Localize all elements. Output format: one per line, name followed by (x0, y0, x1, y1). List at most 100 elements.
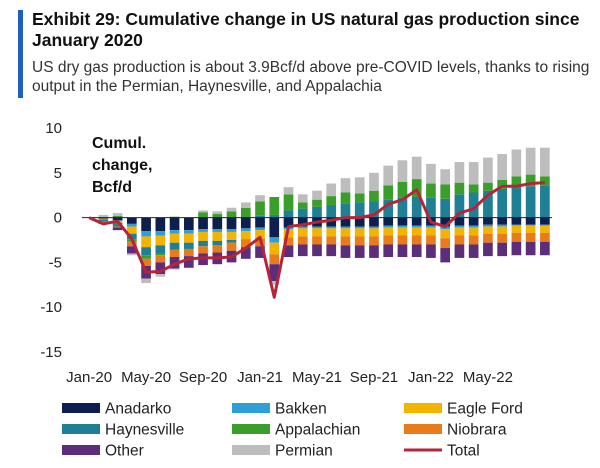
bar-segment-permian (340, 178, 351, 193)
bar-segment-bakken (326, 226, 337, 229)
bar-segment-eagle-ford (155, 235, 166, 246)
bar-segment-other (326, 244, 337, 257)
bar-segment-anadarko (112, 217, 123, 221)
bar-segment-bakken (169, 230, 180, 234)
bar-segment-haynesville (354, 202, 365, 218)
legend-label: Anadarko (105, 401, 171, 418)
legend-label: Niobrara (447, 422, 507, 439)
y-tick-label: 10 (45, 120, 62, 137)
bar-segment-permian (540, 147, 550, 177)
bar-segment-niobrara (340, 236, 351, 246)
bar-segment-niobrara (297, 236, 308, 245)
bar-segment-haynesville (283, 210, 294, 218)
bar-segment-permian (525, 147, 536, 175)
bar-segment-bakken (312, 226, 322, 229)
legend-item-total: Total (404, 443, 480, 460)
bar-segment-other (269, 264, 280, 282)
bar-segment-niobrara (283, 237, 294, 246)
bar-segment-permian (169, 268, 180, 270)
bar-segment-bakken (483, 224, 493, 227)
bar-segment-other (340, 245, 351, 258)
bar-segment-other (240, 247, 251, 259)
bar-segment-eagle-ford (440, 229, 451, 239)
bar-segment-other (127, 246, 137, 254)
bar-segment-niobrara (483, 233, 493, 243)
bar-segment-anadarko (141, 217, 151, 232)
bar-segment-bakken (198, 229, 208, 232)
y-tick-label: 5 (54, 165, 62, 182)
bar-segment-niobrara (468, 235, 479, 245)
bar-segment-other (312, 244, 322, 257)
legend-swatch (62, 424, 100, 434)
bar-segment-appalachian (340, 192, 351, 204)
bar-segment-bakken (354, 226, 365, 229)
bar-segment-anadarko (440, 217, 451, 227)
bar-segment-bakken (183, 230, 194, 234)
legend-swatch (404, 403, 442, 413)
bar-segment-other (354, 245, 365, 258)
bar-segment-haynesville (212, 240, 223, 246)
legend-item-appalachian: Appalachian (232, 422, 360, 439)
bar-segment-anadarko (212, 217, 223, 230)
bar-segment-appalachian (297, 202, 308, 209)
bar-segment-haynesville (426, 197, 436, 218)
y-tick-label: 0 (54, 210, 62, 227)
bar-segment-haynesville (397, 197, 408, 218)
bar-segment-bakken (269, 237, 280, 243)
bar-segment-anadarko (283, 217, 294, 228)
bar-segment-niobrara (440, 238, 451, 249)
bar-segment-other (255, 246, 265, 258)
bar-segment-appalachian (312, 199, 322, 207)
bar-segment-appalachian (354, 193, 365, 203)
legend-item-eagle-ford: Eagle Ford (404, 401, 523, 418)
title-accent-bar (18, 10, 23, 98)
bar-segment-bakken (454, 225, 465, 228)
bar-segment-niobrara (525, 232, 536, 242)
bar-segment-other (383, 244, 394, 258)
bar-segment-permian (269, 281, 280, 285)
bar-segment-other (525, 241, 536, 256)
bar-segment-appalachian (269, 196, 280, 215)
bar-segment-eagle-ford (525, 225, 536, 233)
bar-segment-niobrara (226, 242, 237, 251)
bar-segment-appalachian (98, 221, 109, 223)
bar-segment-bakken (540, 224, 550, 226)
bar-segment-appalachian (326, 196, 337, 206)
bar-segment-other (411, 244, 422, 258)
bar-segment-eagle-ford (411, 227, 422, 236)
bar-segment-eagle-ford (354, 228, 365, 237)
bar-segment-other (426, 244, 436, 258)
bar-segment-anadarko (183, 217, 194, 231)
bar-segment-bakken (127, 223, 137, 227)
bar-segment-appalachian (383, 185, 394, 200)
bar-segment-appalachian (369, 190, 379, 202)
bar-segment-haynesville (497, 188, 507, 218)
bar-segment-anadarko (255, 217, 265, 228)
bar-segment-haynesville (483, 190, 493, 218)
bar-segment-other (468, 244, 479, 258)
bar-segment-anadarko (411, 217, 422, 226)
bar-segment-bakken (340, 226, 351, 229)
bar-segment-niobrara (155, 255, 166, 263)
bar-segment-other (369, 245, 379, 258)
bar-segment-permian (127, 253, 137, 256)
bar-segment-haynesville (226, 240, 237, 243)
bar-segment-anadarko (383, 217, 394, 226)
bar-segment-haynesville (112, 222, 123, 227)
total-line-layer (88, 181, 545, 299)
bar-segment-permian (483, 157, 493, 183)
bar-segment-appalachian (283, 194, 294, 211)
bar-segment-eagle-ford (255, 230, 265, 239)
bar-segment-anadarko (169, 217, 180, 231)
bar-segment-niobrara (383, 235, 394, 245)
bar-segment-haynesville (440, 198, 451, 218)
legend-swatch (232, 403, 270, 413)
bar-segment-appalachian (141, 255, 151, 259)
y-tick-label: -5 (49, 254, 62, 271)
legend-item-permian: Permian (232, 443, 333, 460)
bar-segment-appalachian (454, 182, 465, 195)
legend-label: Eagle Ford (447, 401, 523, 418)
bar-segment-haynesville (369, 201, 379, 218)
bar-segment-niobrara (240, 239, 251, 248)
bar-segment-permian (283, 187, 294, 195)
